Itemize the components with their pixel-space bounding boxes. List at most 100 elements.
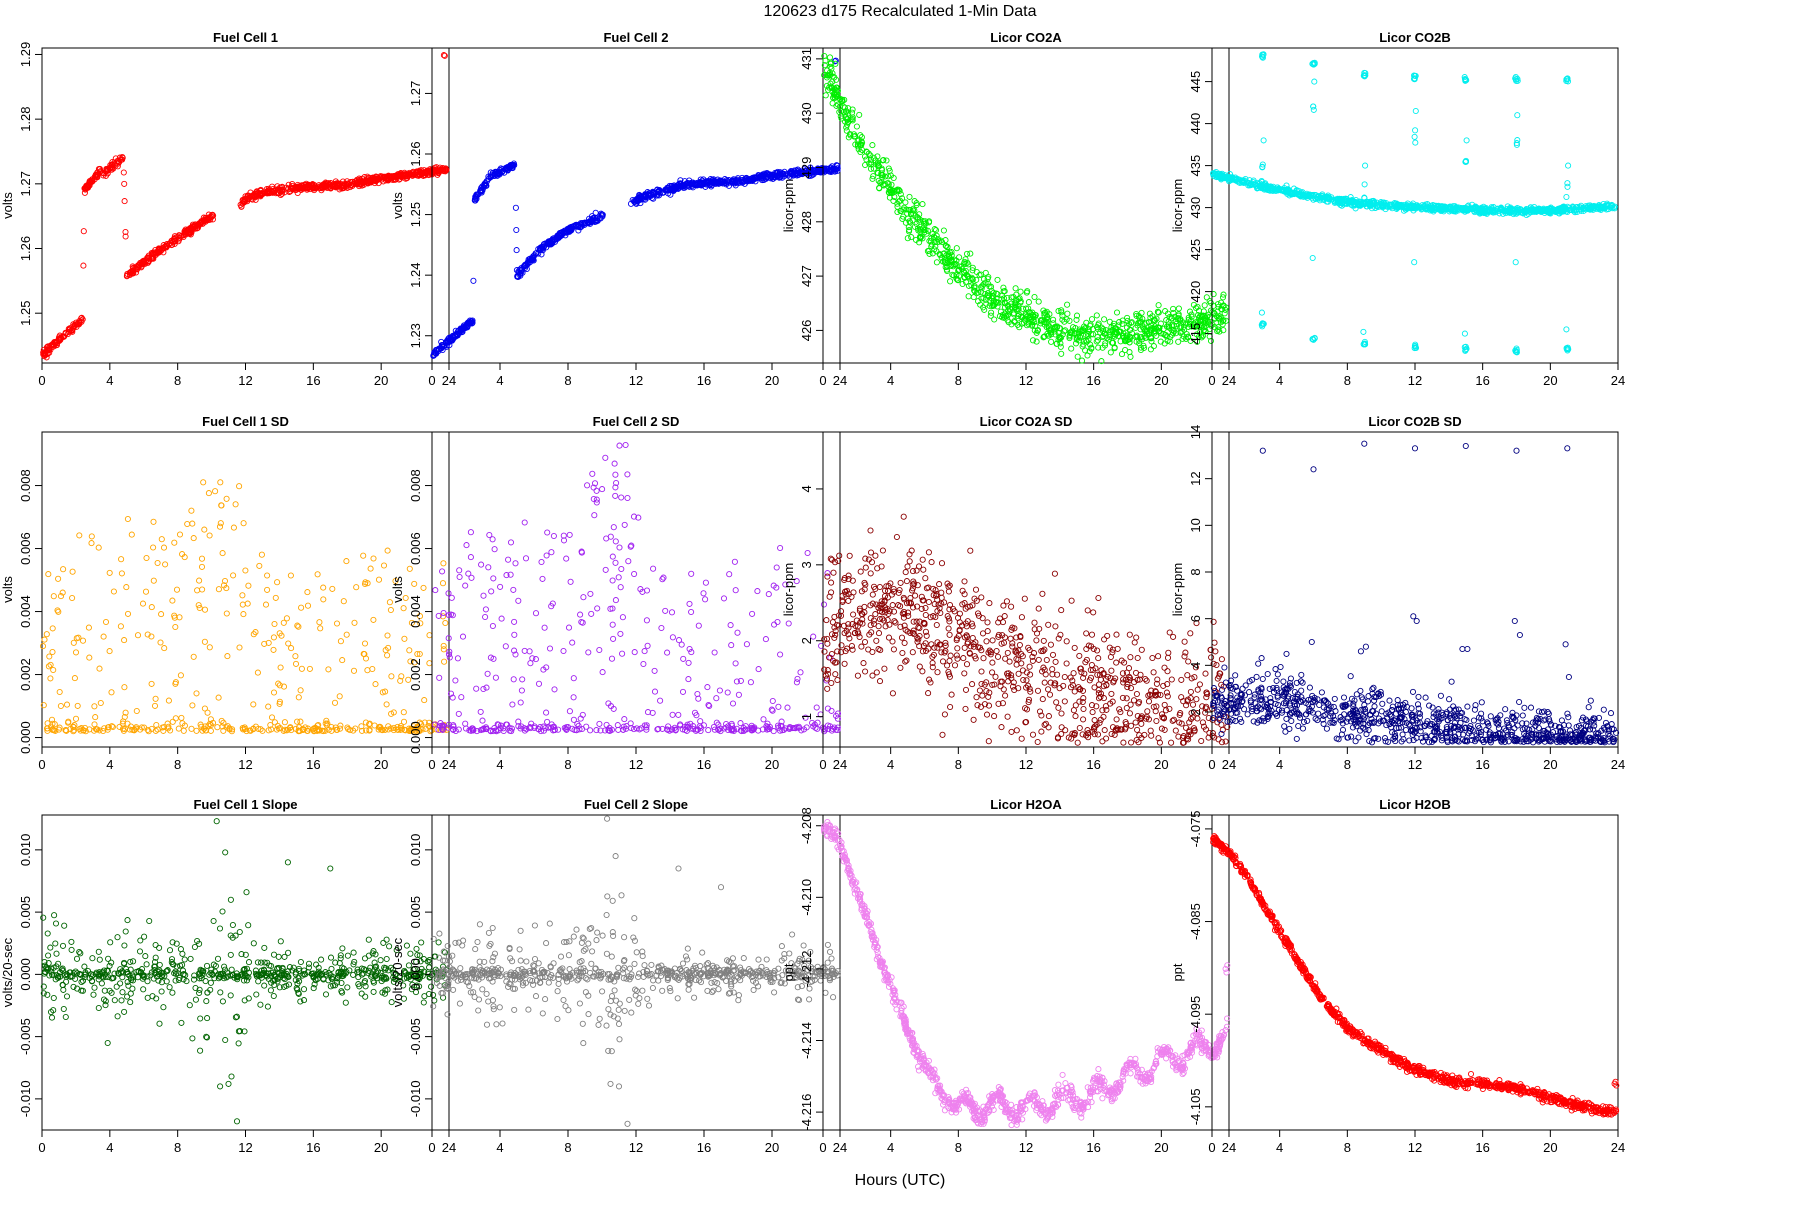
data-point bbox=[909, 235, 914, 240]
figure-title: 120623 d175 Recalculated 1-Min Data bbox=[0, 3, 1800, 21]
data-point bbox=[453, 678, 458, 683]
data-point bbox=[224, 611, 229, 616]
data-point bbox=[56, 576, 61, 581]
data-point bbox=[1259, 310, 1264, 315]
data-point bbox=[251, 702, 256, 707]
data-point bbox=[70, 569, 75, 574]
data-point bbox=[173, 624, 178, 629]
data-point bbox=[122, 638, 127, 643]
data-point bbox=[966, 294, 971, 299]
data-point bbox=[93, 715, 98, 720]
y-tick-label: 0.008 bbox=[18, 469, 33, 502]
data-point bbox=[701, 591, 706, 596]
data-point bbox=[263, 602, 268, 607]
x-tick-label: 20 bbox=[374, 373, 388, 388]
y-tick-label: 1.29 bbox=[18, 42, 33, 67]
data-point bbox=[44, 632, 49, 637]
data-point bbox=[508, 540, 513, 545]
data-point bbox=[362, 641, 367, 646]
data-point bbox=[368, 566, 373, 571]
data-point bbox=[443, 620, 448, 625]
data-point bbox=[857, 112, 862, 117]
data-point bbox=[199, 564, 204, 569]
data-point bbox=[441, 610, 446, 615]
data-point bbox=[257, 563, 262, 568]
y-tick-label: 0.000 bbox=[18, 721, 33, 754]
data-point bbox=[1075, 354, 1080, 359]
data-point bbox=[170, 719, 175, 724]
data-point bbox=[441, 643, 446, 648]
data-point bbox=[237, 645, 242, 650]
data-point bbox=[610, 554, 615, 559]
data-point bbox=[207, 645, 212, 650]
data-point bbox=[50, 649, 55, 654]
x-tick-label: 4 bbox=[106, 757, 113, 772]
data-point bbox=[240, 593, 245, 598]
y-tick-label: 427 bbox=[799, 265, 814, 287]
data-point bbox=[48, 676, 53, 681]
data-point bbox=[460, 634, 465, 639]
data-point bbox=[381, 563, 386, 568]
data-point bbox=[206, 491, 211, 496]
data-point bbox=[412, 581, 417, 586]
data-point bbox=[761, 717, 766, 722]
data-point bbox=[278, 665, 283, 670]
x-tick-label: 12 bbox=[238, 757, 252, 772]
data-point bbox=[296, 695, 301, 700]
x-tick-label: 20 bbox=[374, 757, 388, 772]
y-axis-label: volts bbox=[0, 192, 15, 219]
data-point bbox=[241, 612, 246, 617]
data-point bbox=[384, 702, 389, 707]
data-point bbox=[455, 656, 460, 661]
data-point bbox=[457, 568, 462, 573]
y-tick-label: 1.23 bbox=[408, 323, 423, 348]
data-point bbox=[58, 703, 63, 708]
data-point bbox=[463, 583, 468, 588]
data-point bbox=[480, 718, 485, 723]
data-point bbox=[652, 689, 657, 694]
data-point bbox=[594, 488, 599, 493]
data-point bbox=[585, 483, 590, 488]
data-point bbox=[340, 658, 345, 663]
data-point bbox=[1119, 352, 1124, 357]
data-point bbox=[729, 643, 734, 648]
x-tick-label: 24 bbox=[442, 757, 456, 772]
y-tick-label: 0.004 bbox=[18, 595, 33, 628]
data-point bbox=[134, 708, 139, 713]
data-point bbox=[124, 585, 129, 590]
data-point bbox=[352, 620, 357, 625]
data-series bbox=[41, 53, 450, 361]
data-point bbox=[321, 585, 326, 590]
data-point bbox=[122, 199, 127, 204]
data-point bbox=[370, 666, 375, 671]
x-tick-label: 4 bbox=[106, 373, 113, 388]
data-point bbox=[612, 461, 617, 466]
data-point bbox=[81, 229, 86, 234]
panel-title: Fuel Cell 2 SD bbox=[593, 414, 680, 429]
data-point bbox=[275, 580, 280, 585]
data-point bbox=[351, 668, 356, 673]
data-point bbox=[178, 673, 183, 678]
x-tick-label: 20 bbox=[1154, 373, 1168, 388]
data-point bbox=[778, 545, 783, 550]
data-point bbox=[245, 601, 250, 606]
data-point bbox=[735, 630, 740, 635]
data-point bbox=[151, 545, 156, 550]
data-point bbox=[645, 643, 650, 648]
data-point bbox=[371, 617, 376, 622]
data-point bbox=[107, 570, 112, 575]
data-point bbox=[296, 624, 301, 629]
data-point bbox=[199, 556, 204, 561]
y-tick-label: 1.27 bbox=[408, 81, 423, 106]
data-point bbox=[641, 661, 646, 666]
x-tick-label: 0 bbox=[38, 757, 45, 772]
data-point bbox=[459, 695, 464, 700]
data-point bbox=[686, 660, 691, 665]
data-point bbox=[361, 553, 366, 558]
x-tick-label: 0 bbox=[428, 373, 435, 388]
data-point bbox=[407, 648, 412, 653]
data-point bbox=[681, 656, 686, 661]
data-point bbox=[427, 633, 432, 638]
